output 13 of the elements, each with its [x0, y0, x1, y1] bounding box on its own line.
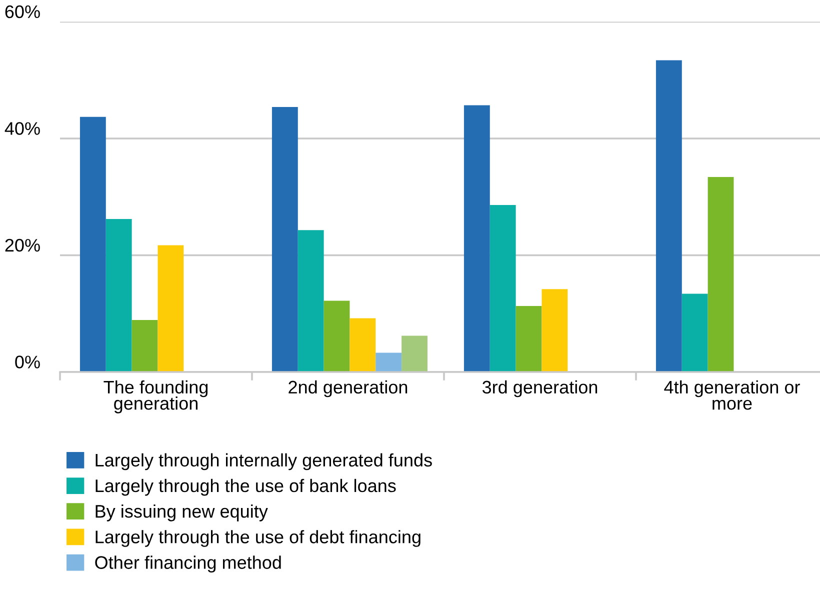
y-tick-label: 0% — [15, 356, 40, 368]
legend-label: Largely through the use of debt financing — [96, 530, 420, 547]
x-tick-label: 3rd generation — [482, 380, 598, 398]
legend-label: By issuing new equity — [96, 504, 268, 522]
legend-label: Largely through internally generated funds — [96, 453, 432, 470]
y-tick-label: 20% — [5, 238, 40, 252]
y-tick-label: 60% — [5, 5, 40, 18]
x-tick-label: 2nd generation — [288, 380, 408, 398]
x-tick-label: The founding generation — [104, 380, 208, 414]
legend-label: Largely through the use of bank loans — [96, 478, 396, 496]
y-tick-label: 40% — [4, 122, 40, 135]
legend-label: Other financing method — [95, 556, 281, 573]
x-tick-label: 4th generation or more — [664, 380, 800, 410]
